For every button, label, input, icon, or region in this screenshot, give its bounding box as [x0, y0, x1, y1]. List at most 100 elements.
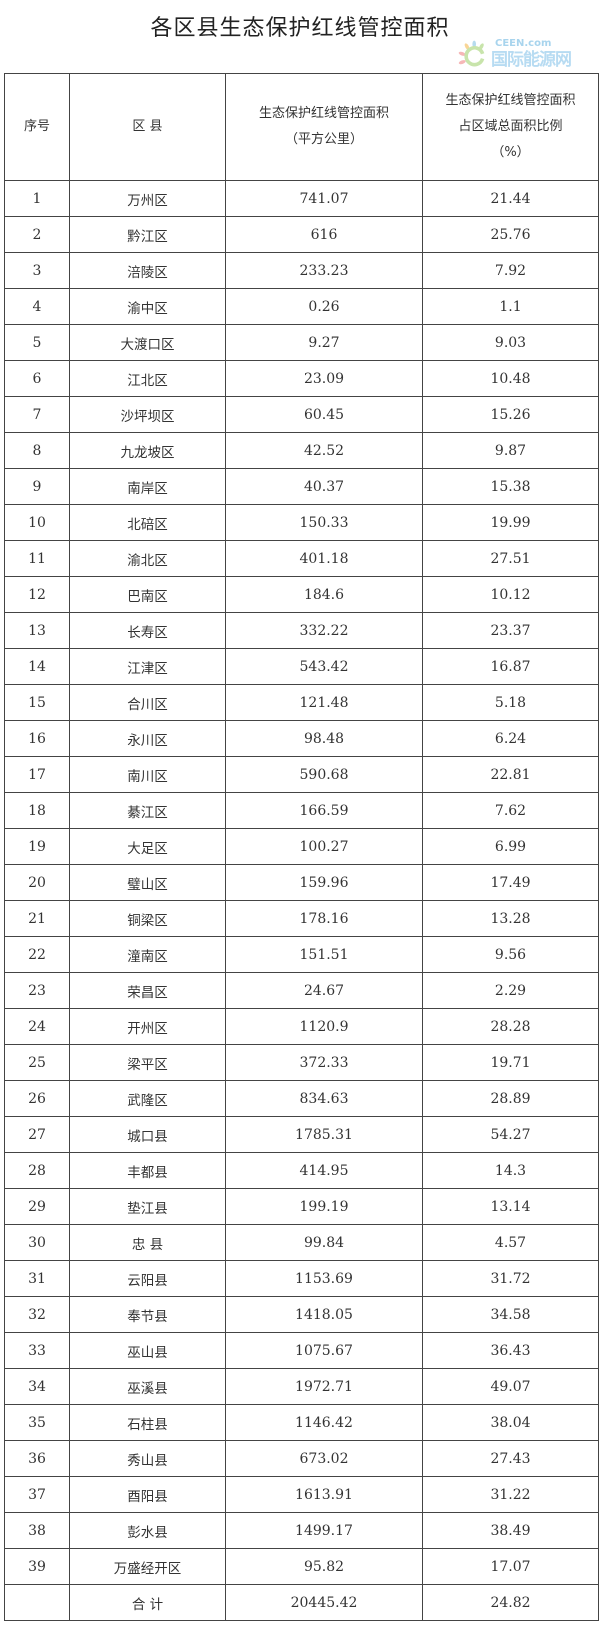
sun-logo-icon [458, 40, 485, 67]
row-ratio: 22.81 [422, 756, 599, 793]
table-row: 38 彭水县 1499.17 38.49 [4, 1512, 599, 1549]
row-ratio: 9.87 [422, 432, 599, 469]
table-row: 15 合川区 121.48 5.18 [4, 684, 599, 721]
row-ratio: 9.56 [422, 936, 599, 973]
table-row: 24 开州区 1120.9 28.28 [4, 1008, 599, 1045]
row-index: 6 [4, 360, 70, 397]
table-row: 19 大足区 100.27 6.99 [4, 828, 599, 865]
header-ratio-line1: 生态保护红线管控面积 [445, 93, 576, 108]
header-area-line1: 生态保护红线管控面积 [258, 106, 389, 121]
row-area: 1785.31 [225, 1116, 423, 1153]
row-ratio: 16.87 [422, 648, 599, 685]
header-index: 序号 [4, 73, 70, 181]
row-area: 199.19 [225, 1188, 423, 1225]
row-index: 12 [4, 576, 70, 613]
row-district: 奉节县 [69, 1296, 226, 1333]
row-district: 彭水县 [69, 1512, 226, 1549]
table-header-row: 序号 区 县 生态保护红线管控面积 （平方公里） 生态保护红线管控面积 占区域总… [4, 73, 599, 181]
row-ratio: 19.99 [422, 504, 599, 541]
table-row: 36 秀山县 673.02 27.43 [4, 1440, 599, 1477]
row-ratio: 38.49 [422, 1512, 599, 1549]
table-row: 10 北碚区 150.33 19.99 [4, 504, 599, 541]
table-row: 16 永川区 98.48 6.24 [4, 720, 599, 757]
row-index: 20 [4, 864, 70, 901]
row-ratio: 4.57 [422, 1224, 599, 1261]
row-area: 23.09 [225, 360, 423, 397]
row-district: 潼南区 [69, 936, 226, 973]
table-row: 29 垫江县 199.19 13.14 [4, 1188, 599, 1225]
row-ratio: 14.3 [422, 1152, 599, 1189]
row-area: 414.95 [225, 1152, 423, 1189]
row-area: 1153.69 [225, 1260, 423, 1297]
row-index: 3 [4, 252, 70, 289]
row-area: 178.16 [225, 900, 423, 937]
total-index [4, 1584, 70, 1621]
row-index: 36 [4, 1440, 70, 1477]
total-area: 20445.42 [225, 1584, 423, 1621]
row-ratio: 23.37 [422, 612, 599, 649]
ceen-watermark-logo: CEEN.com 国际能源网 [455, 38, 600, 72]
table-row: 39 万盛经开区 95.82 17.07 [4, 1548, 599, 1585]
row-area: 121.48 [225, 684, 423, 721]
row-ratio: 54.27 [422, 1116, 599, 1153]
row-ratio: 15.26 [422, 396, 599, 433]
table-row: 21 铜梁区 178.16 13.28 [4, 900, 599, 937]
total-label: 合 计 [69, 1584, 226, 1621]
row-district: 璧山区 [69, 864, 226, 901]
table-row: 3 涪陵区 233.23 7.92 [4, 252, 599, 289]
row-area: 99.84 [225, 1224, 423, 1261]
row-district: 垫江县 [69, 1188, 226, 1225]
table-row: 33 巫山县 1075.67 36.43 [4, 1332, 599, 1369]
row-district: 开州区 [69, 1008, 226, 1045]
row-area: 1075.67 [225, 1332, 423, 1369]
row-ratio: 7.92 [422, 252, 599, 289]
table-row: 20 璧山区 159.96 17.49 [4, 864, 599, 901]
table-row: 12 巴南区 184.6 10.12 [4, 576, 599, 613]
row-ratio: 1.1 [422, 288, 599, 325]
row-index: 35 [4, 1404, 70, 1441]
row-index: 16 [4, 720, 70, 757]
row-index: 18 [4, 792, 70, 829]
row-ratio: 10.48 [422, 360, 599, 397]
row-area: 40.37 [225, 468, 423, 505]
row-district: 涪陵区 [69, 252, 226, 289]
row-area: 332.22 [225, 612, 423, 649]
row-area: 24.67 [225, 972, 423, 1009]
table-row: 28 丰都县 414.95 14.3 [4, 1152, 599, 1189]
table-row: 13 长寿区 332.22 23.37 [4, 612, 599, 649]
row-ratio: 6.24 [422, 720, 599, 757]
row-ratio: 38.04 [422, 1404, 599, 1441]
row-district: 铜梁区 [69, 900, 226, 937]
row-index: 9 [4, 468, 70, 505]
table-row: 5 大渡口区 9.27 9.03 [4, 324, 599, 361]
row-ratio: 31.72 [422, 1260, 599, 1297]
total-ratio: 24.82 [422, 1584, 599, 1621]
table-row: 35 石柱县 1146.42 38.04 [4, 1404, 599, 1441]
row-area: 673.02 [225, 1440, 423, 1477]
row-district: 丰都县 [69, 1152, 226, 1189]
row-ratio: 34.58 [422, 1296, 599, 1333]
table-row: 32 奉节县 1418.05 34.58 [4, 1296, 599, 1333]
header-ratio-line3: （%） [491, 145, 530, 160]
row-district: 忠 县 [69, 1224, 226, 1261]
row-area: 590.68 [225, 756, 423, 793]
row-ratio: 36.43 [422, 1332, 599, 1369]
row-ratio: 15.38 [422, 468, 599, 505]
table-row: 8 九龙坡区 42.52 9.87 [4, 432, 599, 469]
table-row: 37 酉阳县 1613.91 31.22 [4, 1476, 599, 1513]
table-row: 4 渝中区 0.26 1.1 [4, 288, 599, 325]
row-index: 2 [4, 216, 70, 253]
table-row: 9 南岸区 40.37 15.38 [4, 468, 599, 505]
row-ratio: 17.07 [422, 1548, 599, 1585]
row-index: 21 [4, 900, 70, 937]
header-ratio-line2: 占区域总面积比例 [458, 119, 563, 134]
row-index: 7 [4, 396, 70, 433]
row-index: 1 [4, 180, 70, 217]
row-ratio: 28.28 [422, 1008, 599, 1045]
row-index: 31 [4, 1260, 70, 1297]
row-index: 5 [4, 324, 70, 361]
row-index: 11 [4, 540, 70, 577]
table-row: 17 南川区 590.68 22.81 [4, 756, 599, 793]
row-ratio: 13.28 [422, 900, 599, 937]
row-index: 13 [4, 612, 70, 649]
